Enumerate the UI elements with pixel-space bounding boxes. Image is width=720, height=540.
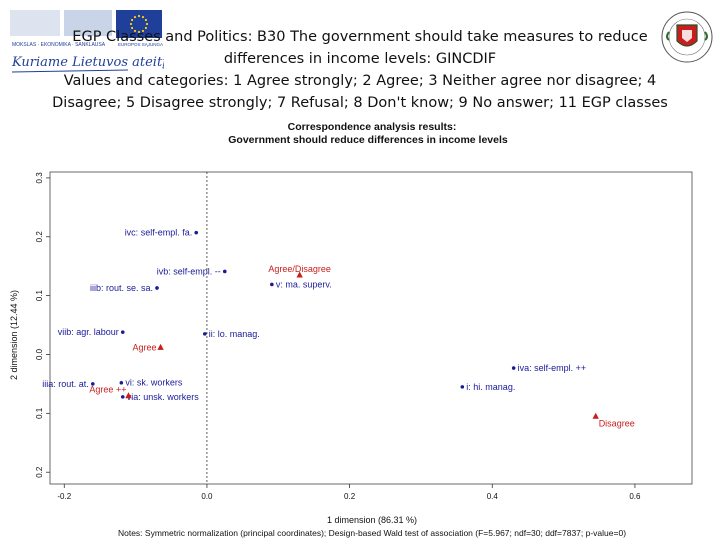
- class-point: [194, 230, 199, 235]
- point-label: iiib: rout. se. sa.: [90, 283, 153, 293]
- y-tick-label: 0.1: [35, 290, 44, 302]
- slide-title-line: EGP Classes and Politics: B30 The govern…: [72, 29, 648, 45]
- point-label: v: ma. superv.: [276, 279, 332, 289]
- y-axis: 0.3 0.2 0.1 0.0 0.1 0.2: [35, 172, 50, 478]
- x-tick-label: 0.2: [344, 492, 356, 501]
- org-line: MOKSLAS · EKONOMIKA · SANKLAUSA: [12, 42, 106, 48]
- data-points: ivc: self-empl. fa. ivb: self-empl. -- iii…: [42, 228, 634, 429]
- x-axis: -0.2 0.0 0.2 0.4 0.6: [57, 484, 641, 501]
- eu-star-icon: [129, 22, 133, 26]
- category-point: [125, 392, 132, 399]
- class-point: [120, 395, 125, 399]
- category-point: [592, 412, 599, 419]
- chart-notes: Notes: Symmetric normalization (principa…: [118, 528, 626, 538]
- eu-star-icon: [130, 26, 134, 30]
- chart-title: Correspondence analysis results:: [288, 121, 457, 133]
- point-label: via: unsk. workers: [127, 392, 200, 402]
- category-point: [296, 271, 303, 278]
- y-tick-label: 0.3: [35, 172, 44, 184]
- class-point: [222, 269, 227, 274]
- slogan: Kuriame Lietuvos ateitį: [11, 55, 164, 70]
- eu-star-icon: [133, 15, 137, 19]
- class-point: [511, 366, 516, 370]
- eu-caption: EUROPOS SĄJUNGA: [118, 42, 163, 47]
- plot-frame: [49, 171, 693, 485]
- point-label: vi: sk. workers: [125, 378, 183, 388]
- class-point: [155, 286, 159, 290]
- eu-star-icon: [145, 22, 149, 26]
- point-label: ii: lo. manag.: [209, 329, 260, 339]
- project-logo: MOKSLAS · EKONOMIKA · SANKLAUSA EUROPOS …: [8, 8, 166, 78]
- chart-subtitle: Government should reduce differences in …: [228, 134, 508, 146]
- y-tick-label: 0.0: [35, 348, 44, 360]
- point-label: ivc: self-empl. fa.: [125, 228, 193, 238]
- slide-title-line: Disagree; 5 Disagree strongly; 7 Refusal…: [52, 95, 668, 111]
- class-point: [270, 282, 274, 287]
- point-label: viib: agr. labour: [58, 327, 119, 337]
- eu-star-icon: [141, 15, 145, 19]
- eu-star-icon: [133, 29, 137, 33]
- y-tick-label: 0.2: [35, 466, 44, 478]
- y-axis-label: 2 dimension (12.44 %): [9, 290, 19, 380]
- point-label: ivb: self-empl. --: [157, 266, 221, 276]
- class-point: [460, 385, 465, 389]
- eu-star-icon: [141, 29, 145, 33]
- slide-title: EGP Classes and Politics: B30 The govern…: [30, 26, 690, 114]
- y-tick-label: 0.2: [35, 231, 44, 243]
- eu-flag-icon: [116, 10, 162, 38]
- point-label: Agree/Disagree: [268, 264, 331, 274]
- x-axis-label: 1 dimension (86.31 %): [327, 515, 417, 525]
- eu-star-icon: [144, 26, 148, 30]
- slide-title-line: differences in income levels: GINCDIF: [223, 51, 497, 67]
- point-label: Agree ++: [89, 385, 126, 395]
- class-point: [202, 332, 207, 336]
- x-tick-label: 0.6: [629, 492, 641, 501]
- eu-star-icon: [144, 18, 148, 22]
- x-tick-label: -0.2: [57, 492, 71, 501]
- y-tick-label: 0.1: [35, 407, 44, 419]
- eu-star-icon: [137, 30, 141, 34]
- university-seal-icon: [660, 10, 714, 64]
- category-point: [157, 343, 164, 350]
- point-label: iiia: rout. at.: [42, 379, 89, 389]
- photo-collage-image: [64, 10, 112, 36]
- class-point: [91, 382, 95, 386]
- class-point: [120, 330, 125, 334]
- eu-star-icon: [130, 18, 134, 22]
- point-label: Agree: [133, 342, 157, 352]
- slide-title-line: Values and categories: 1 Agree strongly;…: [63, 73, 657, 89]
- eu-star-icon: [137, 14, 141, 18]
- point-label: i: hi. manag.: [466, 382, 515, 392]
- photo-collage-image: [10, 10, 60, 36]
- x-tick-label: 0.4: [487, 492, 499, 501]
- point-label: Disagree: [599, 418, 635, 428]
- point-label: iva: self-empl. ++: [518, 363, 587, 373]
- class-point: [119, 380, 124, 385]
- x-tick-label: 0.0: [201, 492, 213, 501]
- correspondence-analysis-chart: Correspondence analysis results: Governm…: [9, 121, 693, 538]
